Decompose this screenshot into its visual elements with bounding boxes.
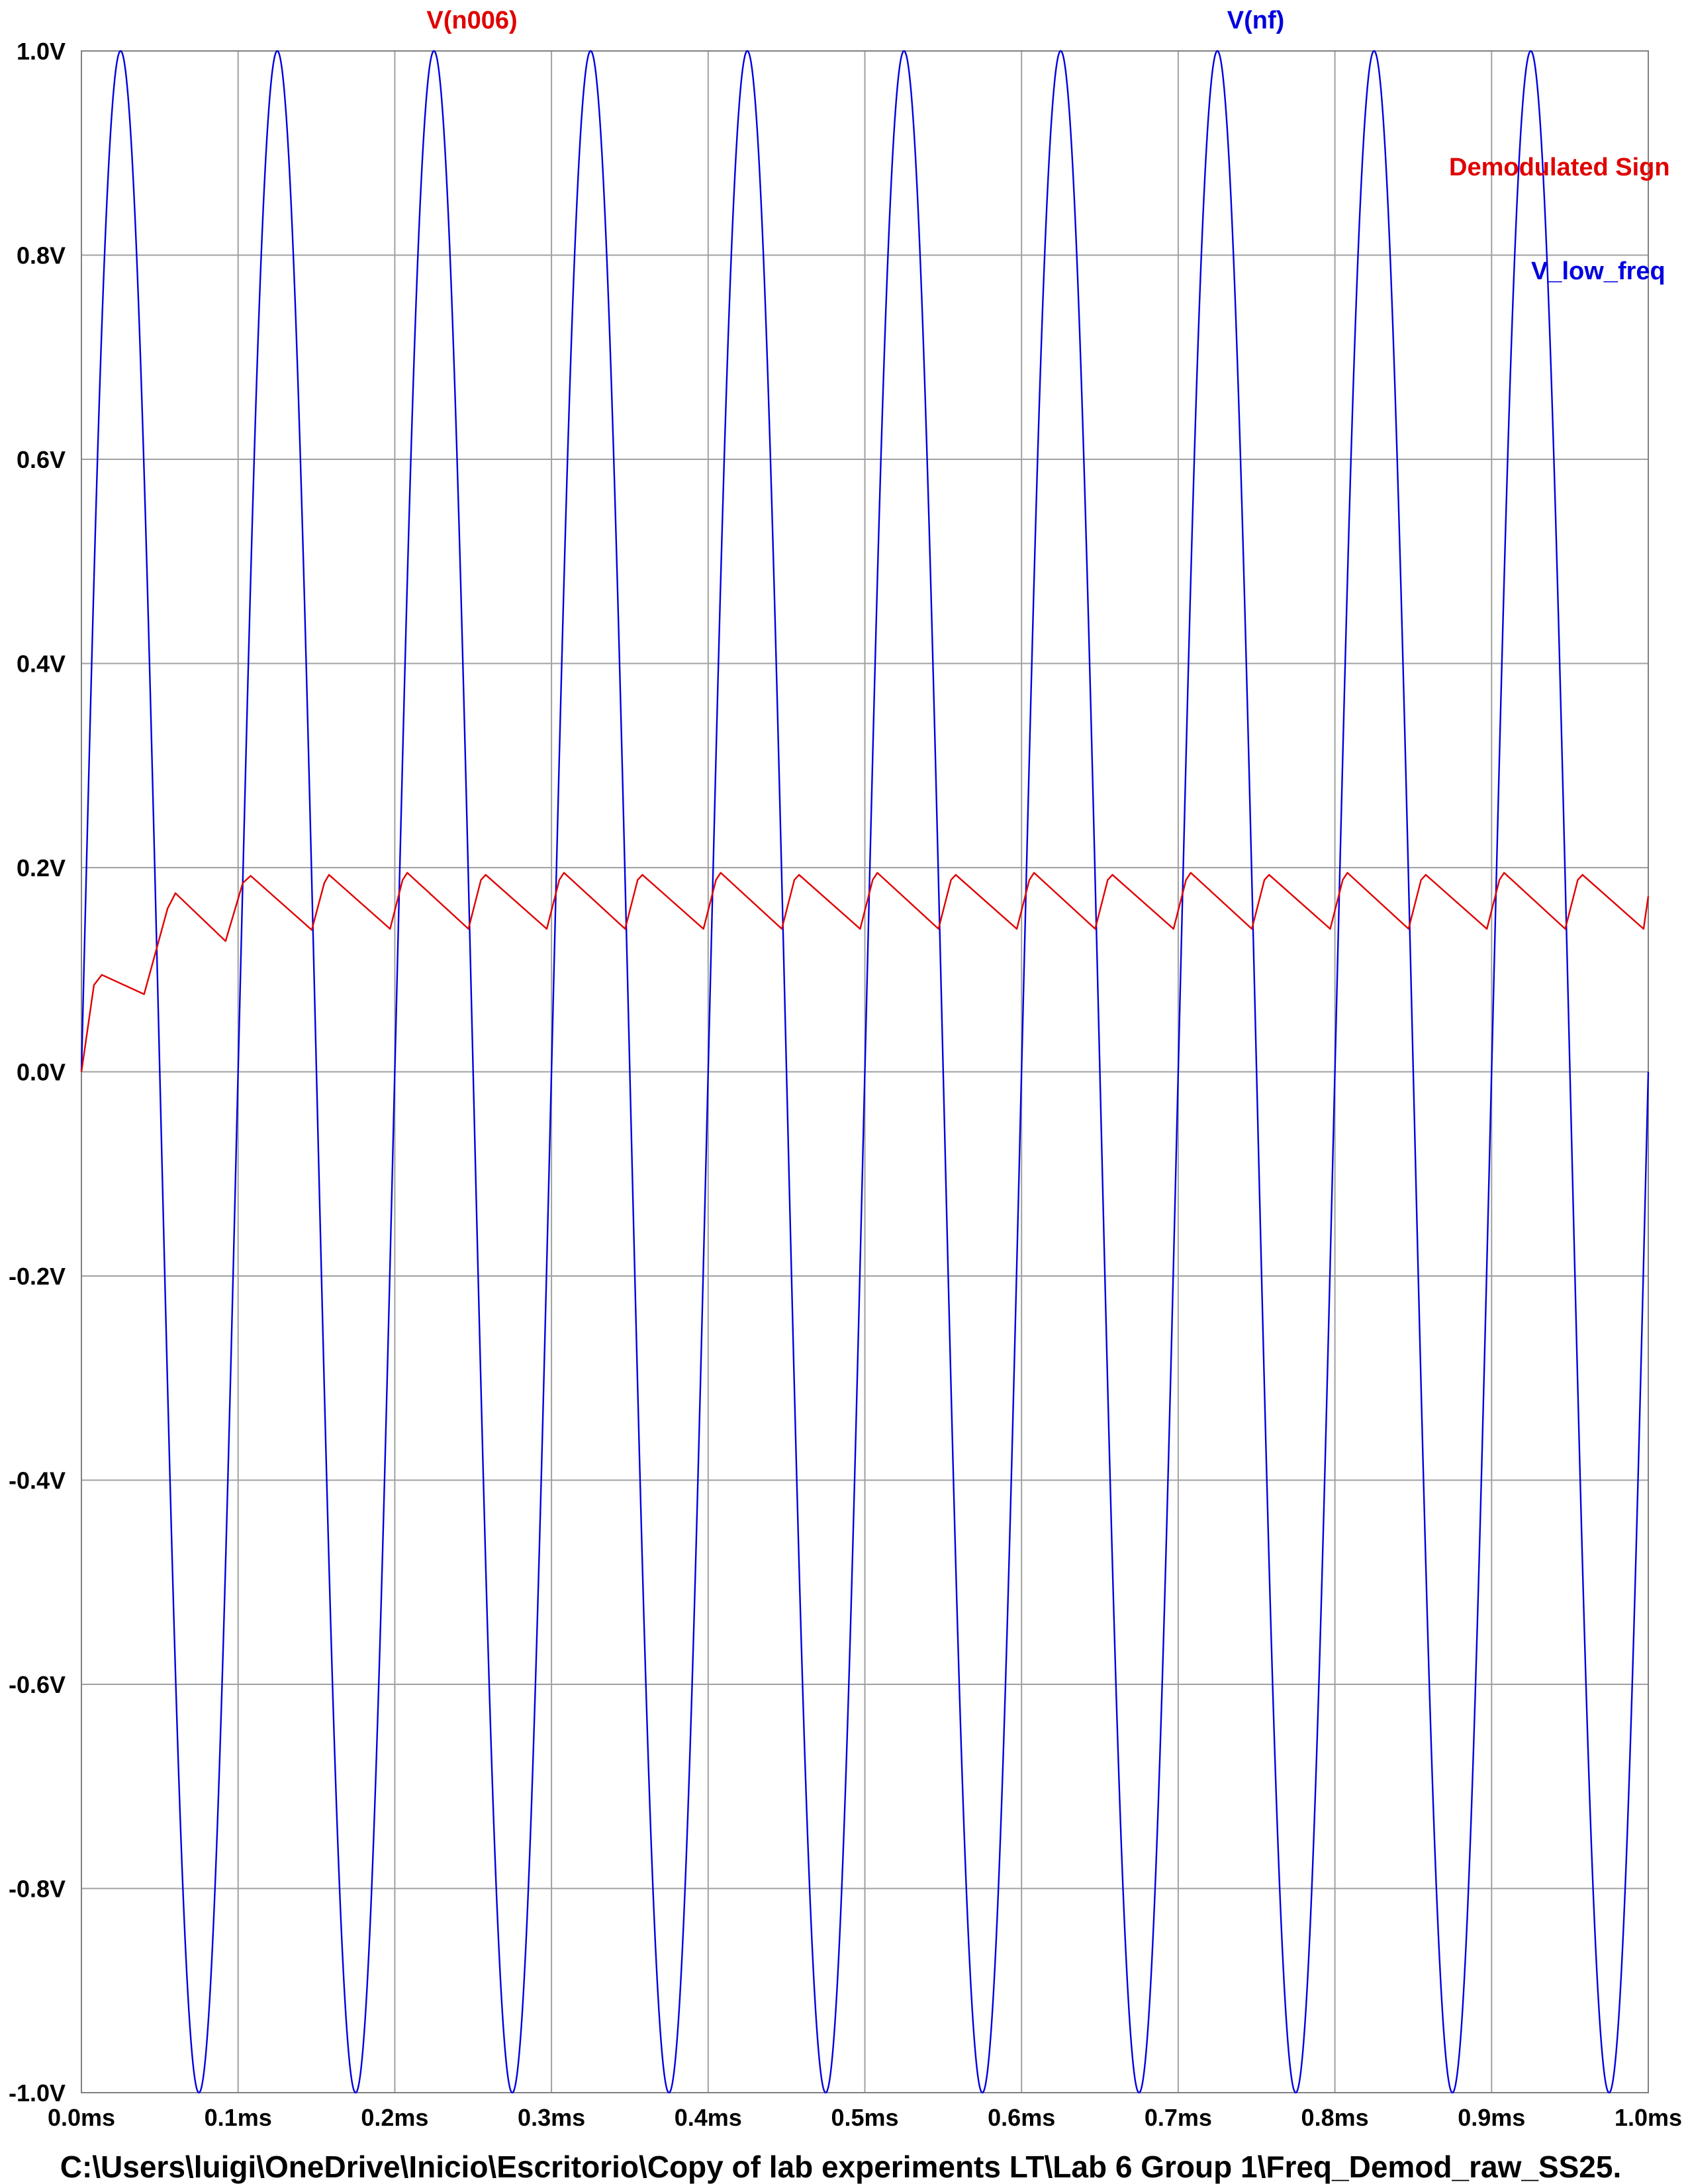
x-tick-label: 0.5ms <box>831 2104 898 2131</box>
y-tick-label: 0.4V <box>17 651 66 678</box>
x-tick-label: 0.2ms <box>361 2104 428 2131</box>
x-tick-label: 0.1ms <box>205 2104 272 2131</box>
y-tick-label: -0.4V <box>9 1467 66 1494</box>
x-tick-label: 0.9ms <box>1458 2104 1525 2131</box>
annotation-v-low-freq: V_low_freq <box>1531 257 1665 285</box>
y-tick-label: -1.0V <box>9 2079 66 2107</box>
x-tick-label: 0.0ms <box>48 2104 115 2131</box>
y-tick-label: 0.6V <box>17 446 66 473</box>
x-tick-label: 0.6ms <box>988 2104 1055 2131</box>
x-tick-label: 0.8ms <box>1301 2104 1369 2131</box>
x-tick-label: 0.3ms <box>518 2104 585 2131</box>
y-tick-label: 0.2V <box>17 854 66 882</box>
series-line-v-nf <box>80 50 1650 2094</box>
y-tick-label: -0.6V <box>9 1671 66 1698</box>
annotation-demodulated-signal: Demodulated Sign <box>1449 154 1670 181</box>
series-line-v-n006 <box>80 872 1650 1072</box>
trace-label-v-n006[interactable]: V(n006) <box>426 7 517 34</box>
y-tick-label: 0.0V <box>17 1059 66 1086</box>
y-tick-label: -0.8V <box>9 1876 66 1903</box>
x-tick-label: 1.0ms <box>1615 2104 1682 2131</box>
x-tick-label: 0.7ms <box>1145 2104 1212 2131</box>
y-tick-label: 1.0V <box>17 38 66 65</box>
y-tick-label: -0.2V <box>9 1263 66 1290</box>
x-tick-label: 0.4ms <box>675 2104 742 2131</box>
y-tick-labels: 1.0V 0.8V 0.6V 0.4V 0.2V 0.0V -0.2V -0.4V -0.6V -… <box>9 38 66 2107</box>
y-tick-label: 0.8V <box>17 242 66 269</box>
x-tick-labels: 0.0ms 0.1ms 0.2ms 0.3ms 0.4ms 0.5ms 0.6ms 0.7ms… <box>48 2104 1682 2131</box>
series-layer <box>80 50 1650 2094</box>
file-path-caption: C:\Users\luigi\OneDrive\Inicio\Escritori… <box>60 2150 1622 2184</box>
trace-label-v-nf[interactable]: V(nf) <box>1227 7 1285 34</box>
